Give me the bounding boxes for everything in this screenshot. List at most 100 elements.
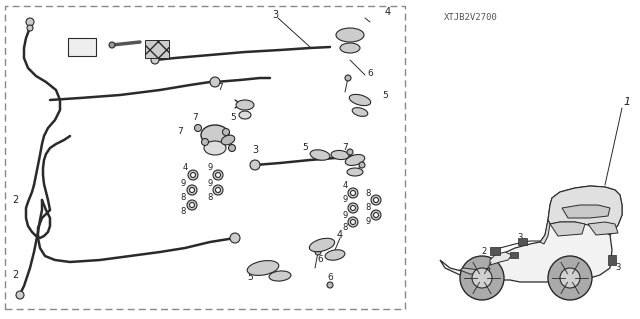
Text: 7: 7 (355, 164, 361, 173)
Circle shape (216, 173, 221, 177)
Polygon shape (540, 220, 550, 244)
Text: 9: 9 (365, 218, 371, 226)
Text: 9: 9 (180, 179, 186, 188)
Text: 1: 1 (623, 97, 630, 107)
Bar (5, 6, 405, 309)
Text: 4: 4 (337, 230, 343, 240)
Text: 9: 9 (342, 211, 348, 219)
Text: 5: 5 (302, 144, 308, 152)
Text: 2: 2 (481, 248, 486, 256)
Text: XTJB2V2700: XTJB2V2700 (444, 13, 497, 22)
Circle shape (151, 56, 159, 64)
Circle shape (371, 210, 381, 220)
Text: 4: 4 (182, 164, 188, 173)
Circle shape (548, 256, 592, 300)
Circle shape (348, 203, 358, 213)
Ellipse shape (221, 135, 235, 145)
Text: 9: 9 (342, 196, 348, 204)
Text: 7: 7 (342, 144, 348, 152)
Circle shape (16, 291, 24, 299)
Text: 5: 5 (247, 273, 253, 283)
Text: 9: 9 (207, 179, 212, 188)
Text: 7: 7 (192, 114, 198, 122)
Ellipse shape (340, 43, 360, 53)
Polygon shape (440, 186, 622, 282)
Circle shape (216, 188, 221, 192)
Ellipse shape (269, 271, 291, 281)
Polygon shape (460, 268, 490, 274)
Text: 3: 3 (517, 234, 523, 242)
Polygon shape (548, 186, 622, 235)
Circle shape (560, 268, 580, 288)
Circle shape (351, 205, 355, 211)
Text: 6: 6 (327, 273, 333, 283)
Circle shape (351, 219, 355, 225)
Ellipse shape (310, 150, 330, 160)
Text: 8: 8 (342, 224, 348, 233)
Circle shape (472, 268, 492, 288)
Text: 7: 7 (217, 83, 223, 92)
Polygon shape (550, 222, 585, 236)
Text: 6: 6 (367, 69, 373, 78)
Bar (510, 252, 518, 258)
Text: 7: 7 (177, 128, 183, 137)
Circle shape (187, 185, 197, 195)
Text: 3: 3 (252, 145, 258, 155)
Circle shape (348, 217, 358, 227)
Text: 3: 3 (615, 263, 621, 272)
Bar (68, 38, 96, 56)
Ellipse shape (345, 154, 365, 166)
Circle shape (315, 249, 321, 255)
Circle shape (213, 185, 223, 195)
Text: 2: 2 (12, 270, 18, 280)
Polygon shape (562, 205, 610, 218)
Text: 4: 4 (342, 181, 348, 189)
Ellipse shape (331, 151, 349, 160)
Circle shape (188, 170, 198, 180)
Text: 7: 7 (202, 144, 208, 152)
Circle shape (109, 42, 115, 48)
Bar (145, 40, 169, 58)
Circle shape (348, 188, 358, 198)
Circle shape (359, 162, 365, 168)
Text: 8: 8 (180, 207, 186, 217)
Ellipse shape (204, 141, 226, 155)
Circle shape (191, 173, 195, 177)
Circle shape (187, 200, 197, 210)
Ellipse shape (325, 250, 345, 260)
Circle shape (374, 197, 378, 203)
Circle shape (345, 75, 351, 81)
Circle shape (228, 145, 236, 152)
Ellipse shape (349, 94, 371, 106)
Circle shape (351, 190, 355, 196)
Circle shape (26, 18, 34, 26)
Ellipse shape (247, 261, 279, 275)
Text: 5: 5 (230, 114, 236, 122)
Bar (490, 247, 500, 255)
Text: 4: 4 (385, 7, 391, 17)
Circle shape (460, 256, 504, 300)
Ellipse shape (201, 125, 229, 145)
Circle shape (189, 188, 195, 192)
Text: 2: 2 (12, 195, 18, 205)
Circle shape (250, 160, 260, 170)
Bar (608, 255, 616, 265)
Text: 8: 8 (365, 189, 371, 197)
Circle shape (210, 77, 220, 87)
Circle shape (371, 195, 381, 205)
Text: 5: 5 (382, 91, 388, 100)
Circle shape (327, 282, 333, 288)
Polygon shape (588, 222, 618, 235)
Ellipse shape (309, 238, 335, 252)
Text: 3: 3 (272, 10, 278, 20)
Text: 8: 8 (365, 204, 371, 212)
Ellipse shape (352, 108, 368, 116)
Ellipse shape (347, 168, 363, 176)
Ellipse shape (336, 28, 364, 42)
Text: 6: 6 (317, 256, 323, 264)
Circle shape (27, 25, 33, 31)
Circle shape (195, 124, 202, 131)
Bar (518, 238, 527, 245)
Circle shape (374, 212, 378, 218)
Polygon shape (490, 252, 512, 265)
